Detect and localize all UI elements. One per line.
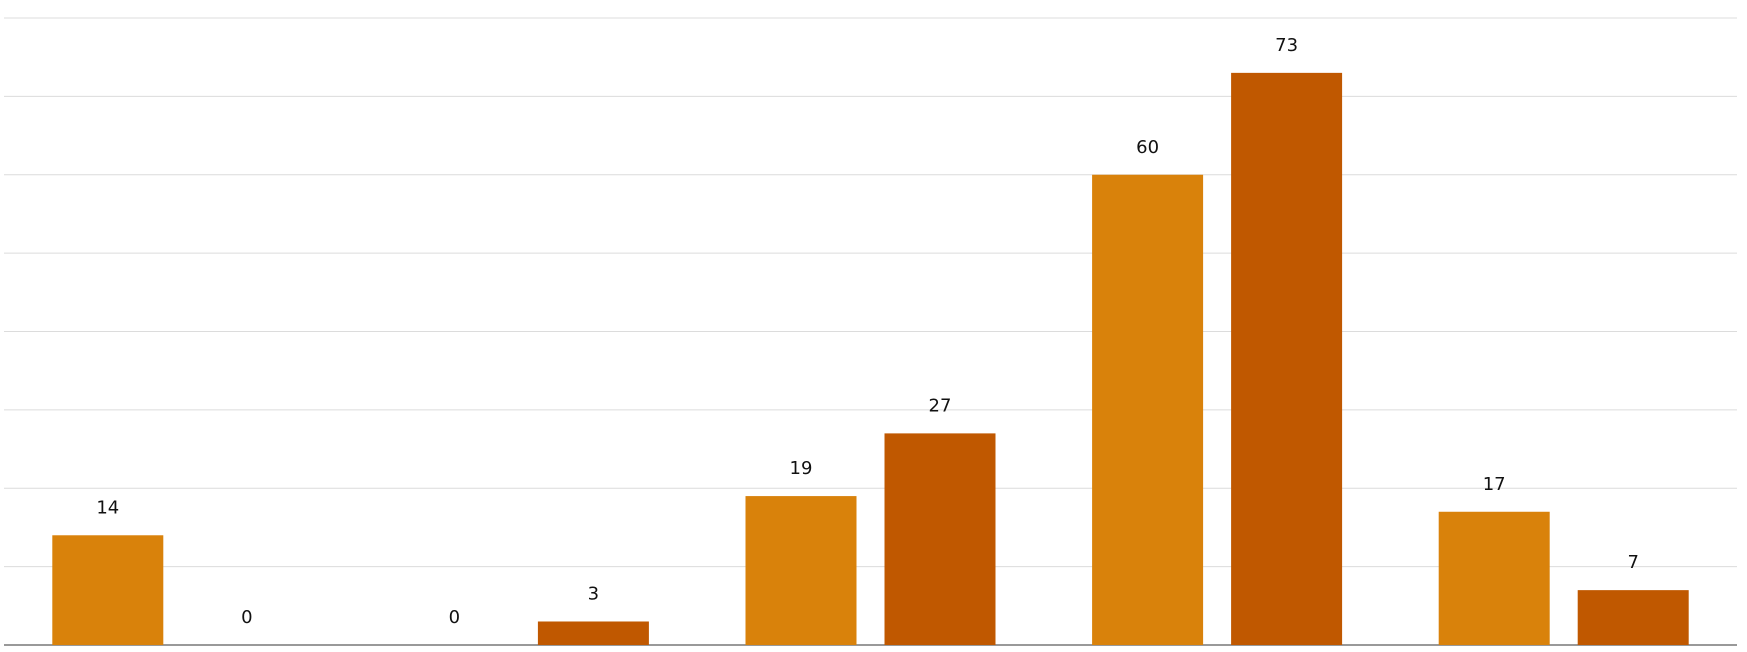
data-label: 17 bbox=[1483, 474, 1506, 495]
data-label: 60 bbox=[1136, 137, 1159, 158]
bar bbox=[745, 496, 857, 645]
data-label: 0 bbox=[449, 607, 460, 628]
data-label: 0 bbox=[241, 607, 252, 628]
bar bbox=[1438, 511, 1550, 645]
data-label: 73 bbox=[1275, 35, 1298, 56]
data-label: 27 bbox=[929, 395, 952, 416]
data-label: 14 bbox=[96, 497, 119, 518]
bar bbox=[537, 621, 649, 645]
bar bbox=[1231, 72, 1343, 646]
data-label: 7 bbox=[1627, 552, 1638, 573]
bar bbox=[884, 433, 996, 645]
bar bbox=[52, 535, 164, 645]
bar bbox=[1092, 174, 1204, 645]
data-label: 3 bbox=[588, 583, 599, 604]
bar bbox=[1577, 590, 1689, 645]
data-label: 19 bbox=[790, 458, 813, 479]
